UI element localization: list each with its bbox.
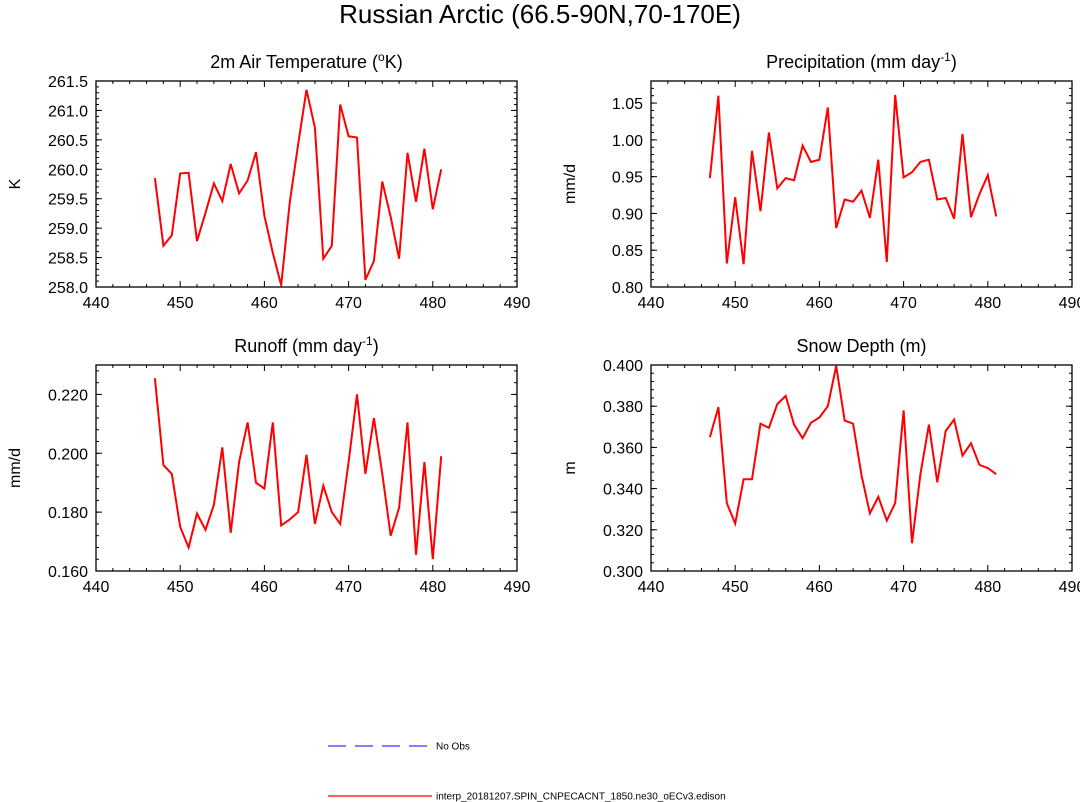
x-tick-label: 470: [890, 579, 917, 596]
y-tick-label: 0.360: [603, 440, 643, 457]
y-tick-label: 0.90: [612, 206, 643, 223]
x-tick-label: 470: [335, 295, 362, 312]
x-tick-label: 440: [638, 579, 665, 596]
x-tick-label: 480: [974, 579, 1001, 596]
y-tick-label: 258.5: [48, 251, 88, 268]
series-line: [708, 365, 997, 544]
y-tick-label: 261.5: [48, 74, 88, 91]
x-tick-label: 490: [504, 295, 531, 312]
panel-runoff: 440 450 460 470 480 490 0.160 0.180 0.200 0.220 mm…: [7, 334, 530, 596]
x-tick-label: 450: [167, 579, 194, 596]
y-tick-label: 0.300: [603, 564, 643, 581]
y-tick-label: 1.05: [612, 96, 643, 113]
panel-snow: 440 450 460 470 480 490 0.300 0.320 0.340 0.360 0.…: [562, 336, 1080, 596]
legend-label-model: interp_20181207.SPIN_CNPECACNT_1850.ne30…: [436, 792, 726, 802]
x-tick-label: 450: [722, 295, 749, 312]
plot-frame: [650, 80, 1073, 288]
x-tick-label: 480: [974, 295, 1001, 312]
y-tick-label: 258.0: [48, 280, 88, 297]
y-tick-label: 0.95: [612, 170, 643, 187]
y-tick-label: 260.0: [48, 162, 88, 179]
panel-title: Runoff (mm day-1): [234, 334, 378, 356]
plot-frame: [650, 364, 1073, 572]
x-tick-label: 470: [335, 579, 362, 596]
y-tick-label: 0.400: [603, 358, 643, 375]
x-tick-label: 490: [504, 579, 531, 596]
y-tick-label: 259.0: [48, 221, 88, 238]
x-tick-label: 460: [251, 579, 278, 596]
y-tick-label: 0.200: [48, 446, 88, 463]
y-tick-label: 0.320: [603, 523, 643, 540]
y-tick-label: 0.340: [603, 482, 643, 499]
y-tick-label: 0.160: [48, 564, 88, 581]
x-tick-label: 490: [1059, 579, 1080, 596]
legend-label-no-obs: No Obs: [436, 742, 470, 753]
x-tick-label: 460: [806, 295, 833, 312]
x-tick-label: 440: [638, 295, 665, 312]
y-tick-label: 0.220: [48, 387, 88, 404]
series-line: [708, 94, 998, 265]
y-axis-label: mm/d: [562, 164, 579, 204]
x-tick-label: 470: [890, 295, 917, 312]
y-tick-label: 261.0: [48, 103, 88, 120]
y-axis-label: K: [7, 178, 24, 189]
plot-frame: [95, 80, 518, 288]
y-axis-label: mm/d: [7, 448, 24, 488]
x-tick-label: 440: [83, 295, 110, 312]
panel-precip: 440 450 460 470 480 490 0.80 0.85 0.90 0.95 1.00 1.…: [562, 50, 1080, 312]
x-tick-label: 450: [722, 579, 749, 596]
legend: No Obs interp_20181207.SPIN_CNPECACNT_18…: [328, 742, 726, 802]
y-tick-label: 259.5: [48, 192, 88, 209]
x-tick-label: 450: [167, 295, 194, 312]
series-line: [153, 378, 443, 560]
x-tick-label: 460: [806, 579, 833, 596]
panel-temp: 440 450 460 470 480 490 258.0 258.5 259.0 259.5 26…: [7, 50, 530, 312]
x-tick-label: 490: [1059, 295, 1080, 312]
x-tick-label: 480: [419, 295, 446, 312]
x-tick-label: 480: [419, 579, 446, 596]
y-tick-label: 260.5: [48, 133, 88, 150]
panels-container: 440 450 460 470 480 490 258.0 258.5 259.0 259.5 26…: [7, 50, 1080, 596]
y-tick-label: 0.85: [612, 243, 643, 260]
y-tick-label: 0.180: [48, 505, 88, 522]
x-tick-label: 460: [251, 295, 278, 312]
series-line: [153, 89, 443, 286]
panel-title: Precipitation (mm day-1): [766, 50, 957, 72]
panel-title: Snow Depth (m): [796, 336, 926, 356]
y-axis-label: m: [562, 461, 579, 474]
y-tick-label: 0.80: [612, 280, 643, 297]
y-tick-label: 1.00: [612, 133, 643, 150]
y-tick-label: 0.380: [603, 399, 643, 416]
x-tick-label: 440: [83, 579, 110, 596]
panel-title: 2m Air Temperature (oK): [210, 50, 402, 72]
figure-title: Russian Arctic (66.5-90N,70-170E): [339, 0, 741, 29]
plot-frame: [95, 364, 518, 572]
